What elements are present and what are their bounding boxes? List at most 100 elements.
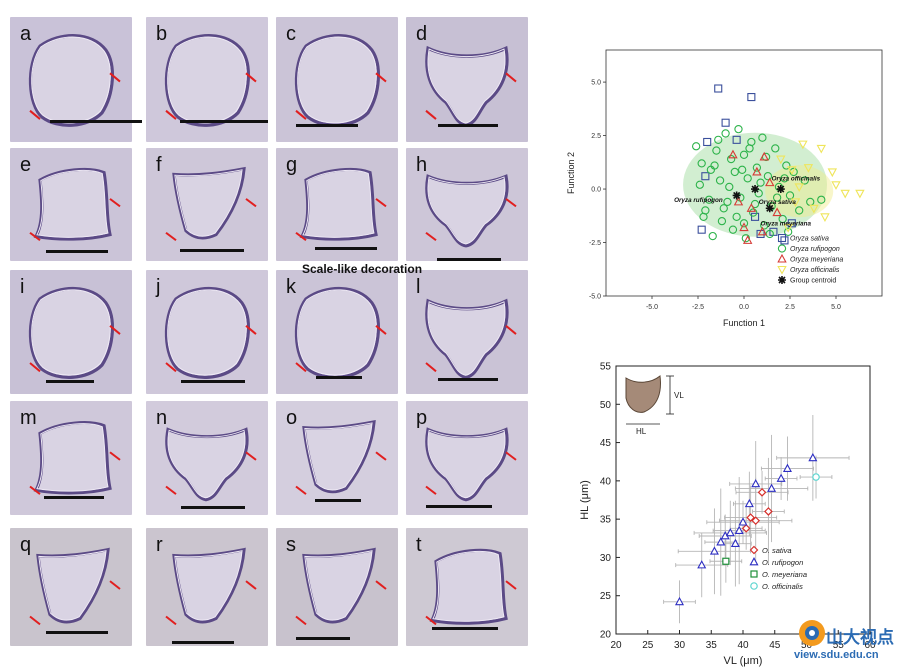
hl-vl-scatter-chart: 20 25 30 35 40 45 50 55 60 20 25 30 35 40 45 50 55 VL (μm… (579, 362, 876, 668)
scale-bar (315, 247, 377, 250)
scatter-point-triangle (739, 222, 749, 232)
scatter-point-circle (800, 176, 809, 185)
scale-bar (46, 250, 108, 253)
micrograph-panel-t: t (406, 528, 528, 646)
scatter-point-square (721, 118, 730, 127)
scatter-point-triangle (744, 498, 754, 508)
scatter-point-circle (710, 161, 719, 170)
micrograph-panel-a: a (10, 17, 132, 142)
x-axis-label: VL (μm) (724, 655, 763, 667)
y-tick-label: -5.0 (589, 294, 601, 301)
y-tick-label: 35 (600, 515, 612, 526)
scatter-point-circle (719, 204, 728, 213)
legend-marker (777, 244, 787, 253)
scatter-point-triangle (746, 203, 757, 212)
legend-marker (750, 582, 758, 590)
micrograph-panel-e: e (10, 148, 132, 261)
y-tick-label: 25 (600, 591, 612, 602)
panel-label-i: i (20, 276, 25, 298)
scatter-point-triangle-down (776, 155, 786, 165)
micrograph-panel-o: o (276, 401, 398, 515)
scatter-point-triangle-down (840, 189, 850, 199)
scatter-point-triangle-down (820, 213, 830, 223)
scatter-point-square (787, 219, 796, 228)
watermark-logo: 山大视点 view.sdu.edu.cn (774, 605, 894, 665)
scatter-point-circle (734, 124, 743, 134)
panel-label-c: c (286, 23, 296, 45)
scatter-point-circle (763, 172, 773, 181)
y-tick-label: 20 (600, 630, 612, 641)
scale-bar (432, 627, 498, 630)
panel-label-t: t (416, 534, 422, 556)
legend-marker (749, 545, 759, 555)
red-arrow-icon (375, 72, 387, 83)
legend-entry: O. rufipogon (762, 558, 803, 567)
red-arrow-icon (295, 362, 307, 373)
scatter-point-circle (785, 191, 795, 200)
x-tick-label: 60 (864, 640, 876, 651)
scatter-point-circle (789, 167, 798, 177)
x-tick-label: 25 (642, 640, 654, 651)
scatter-point-triangle (730, 538, 740, 547)
scatter-point-circle (749, 208, 758, 217)
scatter-point-triangle (808, 452, 818, 462)
scatter-point-star (732, 191, 741, 200)
micrograph-panel-f: f (146, 148, 268, 261)
scatter-point-triangle (728, 149, 738, 159)
phytolith-outline (165, 547, 257, 626)
scatter-point-circle (714, 135, 723, 144)
red-arrow-icon (505, 580, 517, 590)
panel-label-k: k (286, 276, 296, 298)
micrograph-panel-b: b (146, 17, 268, 142)
micrograph-panel-n: n (146, 401, 268, 515)
scatter-point-triangle-down (783, 223, 793, 233)
red-arrow-icon (425, 109, 437, 120)
scale-bar (180, 249, 244, 252)
watermark-url: view.sdu.edu.cn (794, 649, 879, 661)
scatter-point-star (751, 185, 760, 194)
panel-label-s: s (286, 534, 296, 556)
y-tick-label: 45 (600, 438, 612, 449)
legend-entry: Oryza sativa (790, 236, 829, 243)
scatter-point-triangle (765, 177, 775, 187)
legend-marker (777, 233, 787, 243)
scatter-point-triangle-down (809, 204, 819, 214)
inset-hl-label: HL (636, 427, 647, 436)
inset-vl-label: VL (674, 391, 684, 400)
y-tick-label: 5.0 (591, 80, 601, 87)
scatter-point-triangle (772, 207, 782, 217)
red-arrow-icon (375, 451, 387, 461)
scatter-point-diamond (751, 516, 761, 526)
inset-phytolith-diagram: VL HL (625, 375, 684, 436)
scatter-point-circle (728, 225, 738, 234)
scatter-point-circle (695, 180, 704, 189)
scatter-point-star (776, 185, 785, 194)
scatter-point-triangle (757, 226, 768, 236)
red-arrow-icon (109, 324, 121, 335)
red-arrow-icon (505, 324, 517, 335)
scatter-point-circle (771, 144, 780, 153)
scatter-point-square (732, 135, 741, 144)
scatter-point-triangle (742, 235, 753, 244)
x-tick-label: 45 (769, 640, 781, 651)
scale-bar (437, 258, 501, 261)
scale-bar (172, 641, 234, 644)
scatter-point-square (747, 93, 756, 102)
red-arrow-icon (295, 485, 307, 495)
scatter-point-circle (772, 193, 782, 202)
y-tick-label: 50 (600, 400, 612, 411)
scatter-point-circle (704, 195, 714, 204)
scatter-point-triangle (709, 546, 719, 555)
scatter-point-circle (741, 234, 750, 243)
scatter-point-diamond (741, 523, 751, 533)
scatter-point-circle (782, 161, 791, 170)
scatter-point-circle (726, 154, 736, 164)
y-tick-label: 55 (600, 362, 612, 373)
y-tick-label: 30 (600, 553, 612, 564)
scale-bar (180, 120, 268, 123)
red-arrow-icon (375, 198, 387, 208)
legend-marker (778, 276, 786, 284)
scatter-point-triangle-down (803, 164, 814, 173)
x-tick-label: 40 (737, 640, 749, 651)
x-tick-label: 35 (706, 640, 718, 651)
